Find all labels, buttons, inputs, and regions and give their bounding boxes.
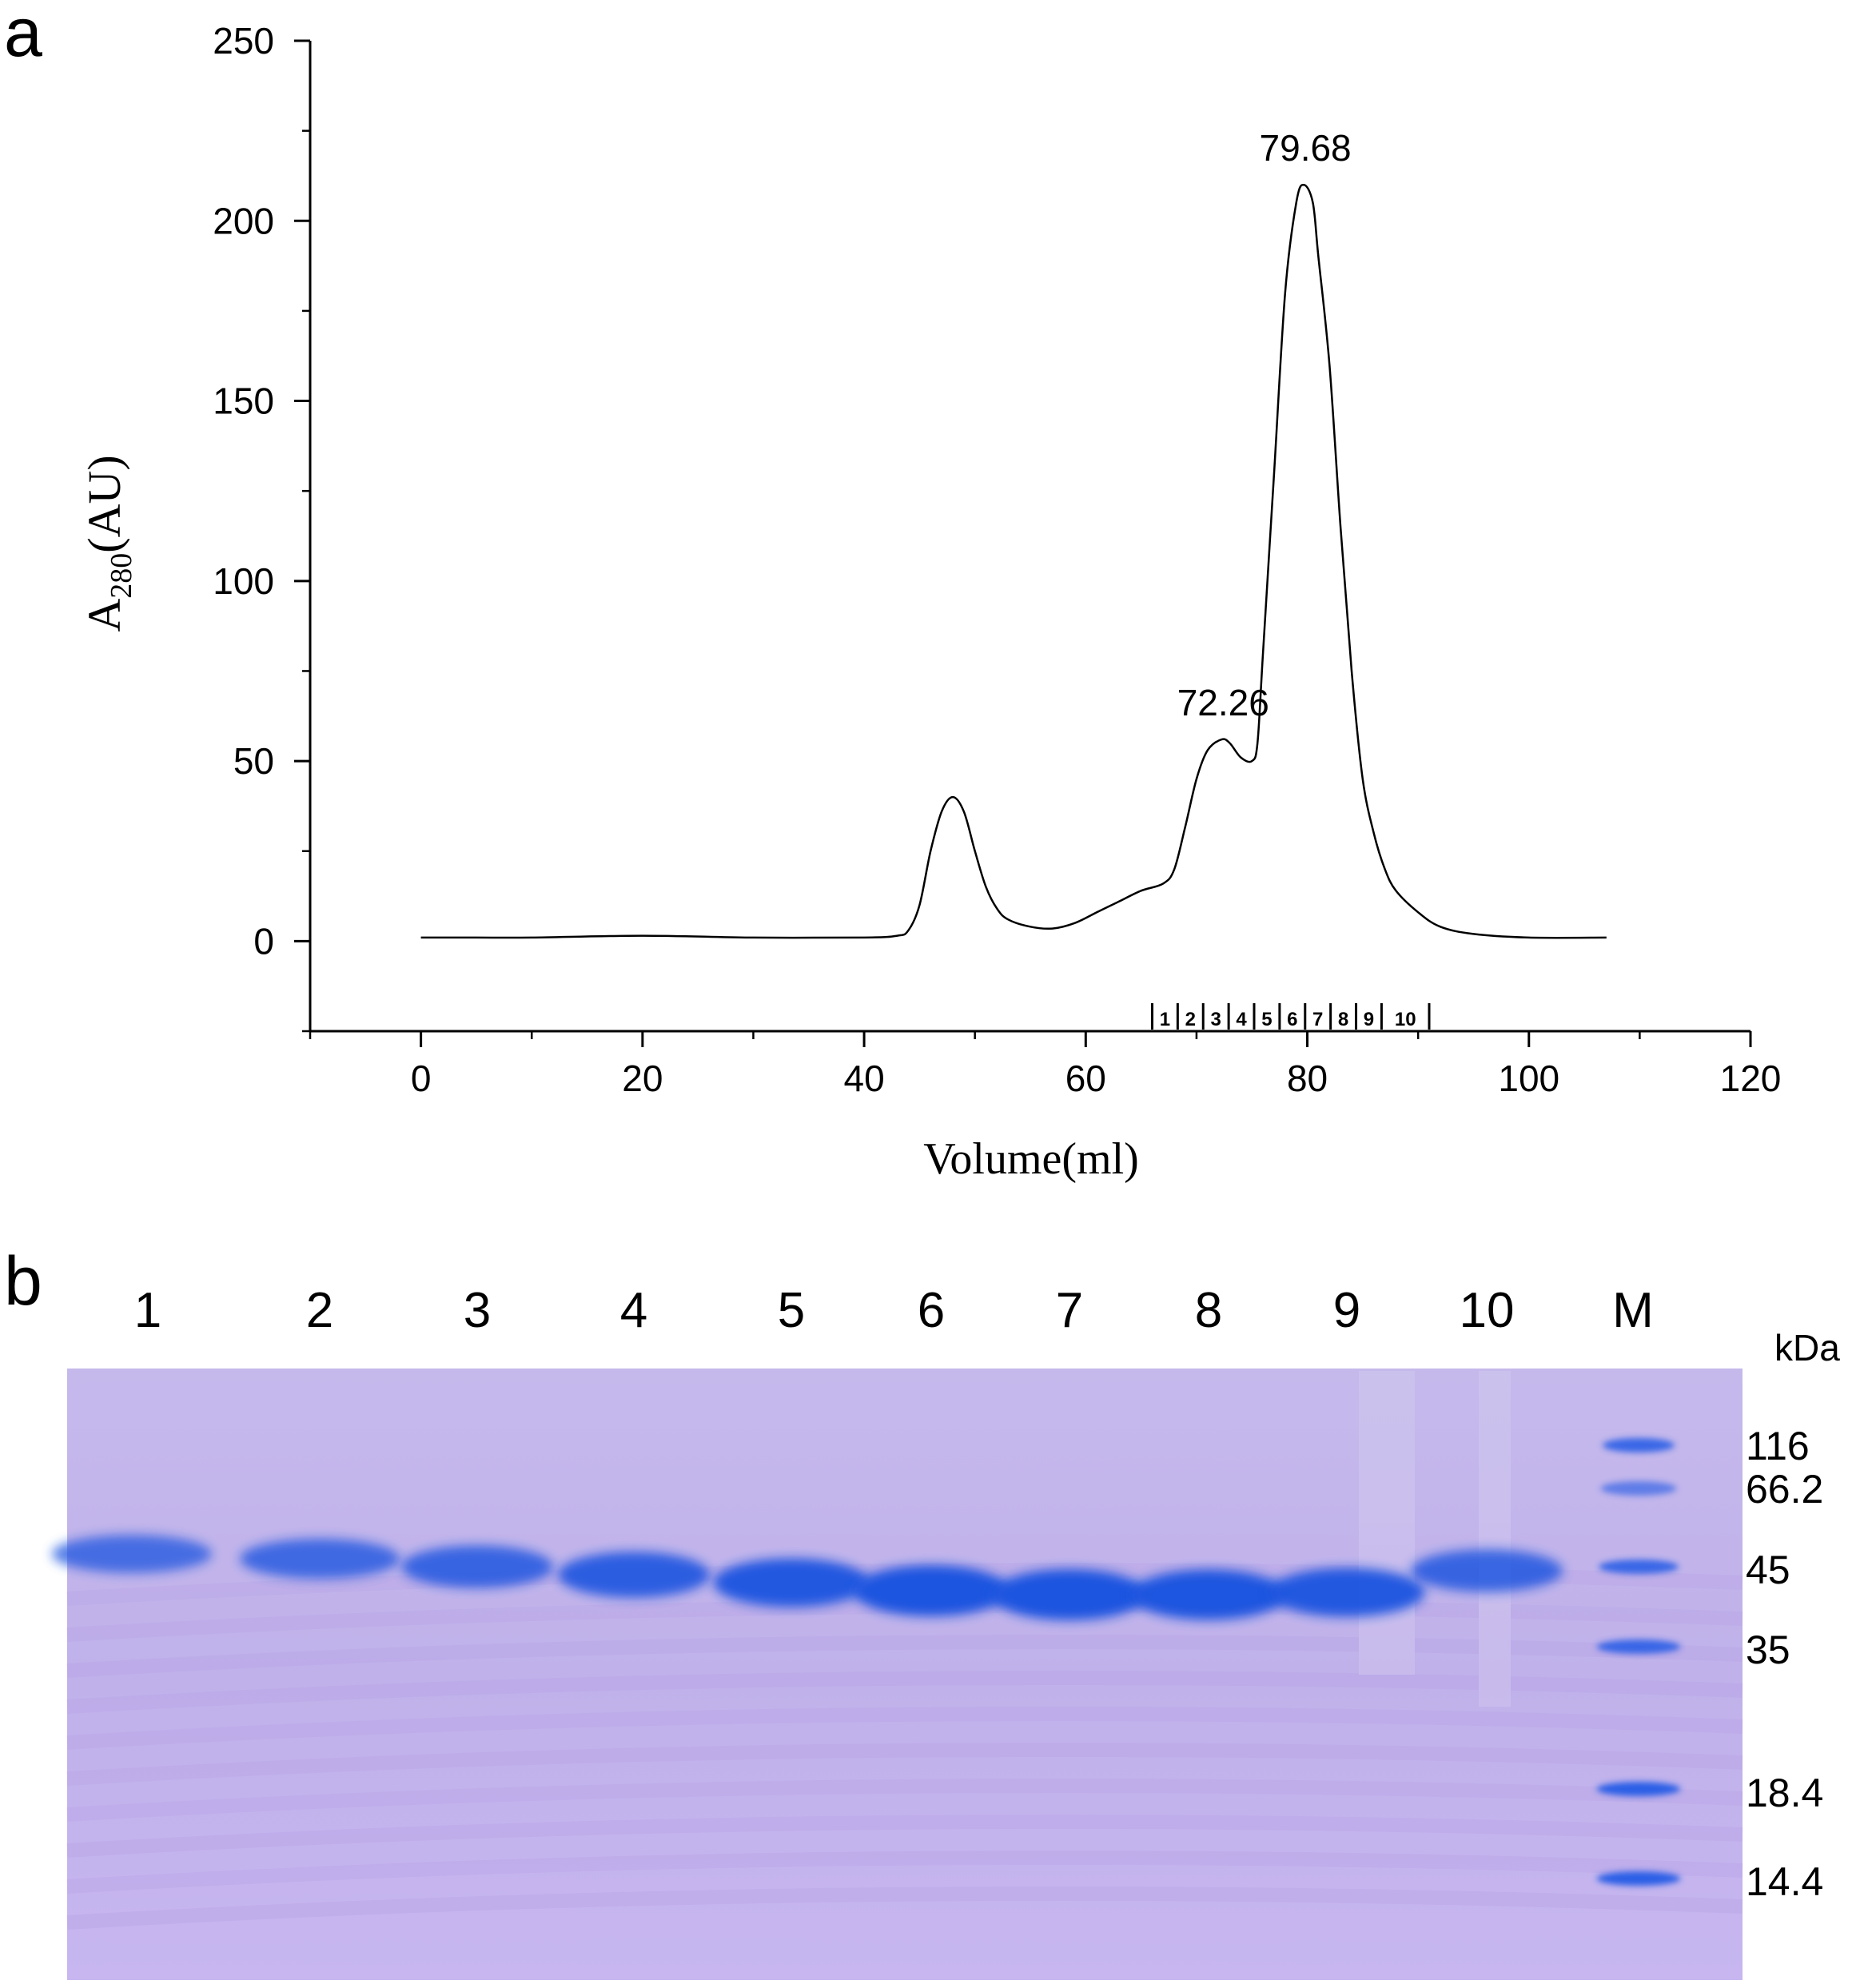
fraction-label: 1 [1160, 1009, 1170, 1030]
y-axis-label-main: A [78, 599, 130, 632]
lane-label: M [1612, 1283, 1654, 1338]
gel-streak [66, 1743, 1743, 1786]
gel-image [67, 1368, 1743, 1980]
fraction-label: 2 [1185, 1009, 1196, 1030]
x-tick-label: 60 [1065, 1058, 1106, 1099]
protein-band [853, 1565, 1010, 1616]
y-axis-label: A280(AU) [78, 455, 138, 631]
protein-band [1411, 1549, 1563, 1592]
marker-weight-label: 18.4 [1746, 1771, 1823, 1815]
protein-band [1130, 1569, 1287, 1620]
protein-band [558, 1552, 710, 1598]
svg-text:A280(AU): A280(AU) [78, 455, 138, 631]
y-tick-label: 200 [213, 200, 274, 241]
protein-band [1269, 1568, 1425, 1617]
lane-label: 3 [464, 1283, 491, 1338]
y-tick-label: 0 [253, 920, 274, 962]
fraction-label: 9 [1364, 1009, 1374, 1030]
protein-band [240, 1538, 400, 1580]
panel-a-label: a [4, 0, 42, 71]
fraction-label: 8 [1338, 1009, 1348, 1030]
fraction-label: 4 [1236, 1009, 1247, 1030]
x-tick-label: 40 [843, 1058, 884, 1099]
protein-band [401, 1545, 553, 1588]
x-tick-label: 80 [1287, 1058, 1328, 1099]
x-tick-label: 120 [1720, 1058, 1782, 1099]
y-tick-label: 50 [233, 740, 274, 782]
peak-label: 79.68 [1260, 127, 1352, 169]
marker-band [1596, 1639, 1681, 1654]
x-tick-label: 20 [622, 1058, 663, 1099]
protein-band [713, 1558, 870, 1608]
lane-label: 9 [1333, 1283, 1360, 1338]
fraction-markers: 1 2 3 4 5 6 7 8 9 10 [1150, 1003, 1431, 1030]
marker-band [1596, 1871, 1681, 1886]
gel-streak [66, 1779, 1743, 1822]
marker-weight-label: 66.2 [1746, 1467, 1823, 1512]
lane-label: 5 [778, 1283, 805, 1338]
x-tick-label: 0 [411, 1058, 432, 1099]
lane-label: 10 [1460, 1283, 1515, 1338]
x-tick-label: 100 [1498, 1058, 1559, 1099]
y-tick-label: 100 [213, 560, 274, 602]
fraction-label: 6 [1287, 1009, 1297, 1030]
y-axis-label-sub: 280 [105, 553, 138, 599]
y-ticks: 0 50 100 150 200 250 [213, 20, 310, 1033]
fraction-label: 5 [1261, 1009, 1272, 1030]
marker-band [1600, 1481, 1677, 1496]
fraction-label: 7 [1312, 1009, 1323, 1030]
peak-label: 72.26 [1177, 682, 1269, 723]
lane-label: 4 [620, 1283, 647, 1338]
x-ticks: 0 20 40 60 80 100 120 [309, 1031, 1782, 1099]
y-tick-label: 150 [213, 380, 274, 422]
fraction-label: 3 [1211, 1009, 1221, 1030]
panel-b-label: b [4, 1243, 42, 1320]
marker-bands [1596, 1438, 1681, 1886]
gel-streak [66, 1851, 1743, 1894]
marker-band [1599, 1560, 1679, 1574]
x-axis-label: Volume(ml) [923, 1134, 1139, 1184]
marker-weight-label: 35 [1746, 1627, 1790, 1672]
lane-label: 2 [306, 1283, 333, 1338]
lane-label: 7 [1056, 1283, 1083, 1338]
kda-unit-label: kDa [1774, 1327, 1840, 1368]
y-tick-label: 250 [213, 20, 274, 62]
marker-band [1603, 1438, 1675, 1452]
gel-streak [66, 1815, 1743, 1858]
gel-streak [66, 1886, 1743, 1930]
protein-band [52, 1535, 212, 1573]
lane-label: 6 [918, 1283, 945, 1338]
gel-highlight [1479, 1371, 1511, 1707]
series-line-a280 [420, 183, 1607, 939]
chart-axes [309, 41, 1750, 1033]
gel-streak [66, 1635, 1743, 1678]
lane-label: 1 [134, 1283, 161, 1338]
lane-labels: 1 2 3 4 5 6 7 8 9 10 M [134, 1283, 1654, 1338]
lane-label: 8 [1195, 1283, 1222, 1338]
y-axis-label-unit: (AU) [78, 455, 130, 552]
protein-bands [52, 1535, 1563, 1620]
peak-annotations: 72.26 79.68 [1177, 127, 1352, 723]
marker-weight-label: 45 [1746, 1548, 1790, 1592]
marker-band [1596, 1782, 1681, 1796]
gel-streak [66, 1671, 1743, 1714]
protein-band [991, 1569, 1148, 1620]
marker-weight-label: 116 [1746, 1424, 1810, 1468]
fraction-label: 10 [1395, 1009, 1416, 1030]
marker-weight-label: 14.4 [1746, 1859, 1823, 1904]
gel-highlight [1359, 1371, 1415, 1675]
gel-streak [66, 1707, 1743, 1750]
